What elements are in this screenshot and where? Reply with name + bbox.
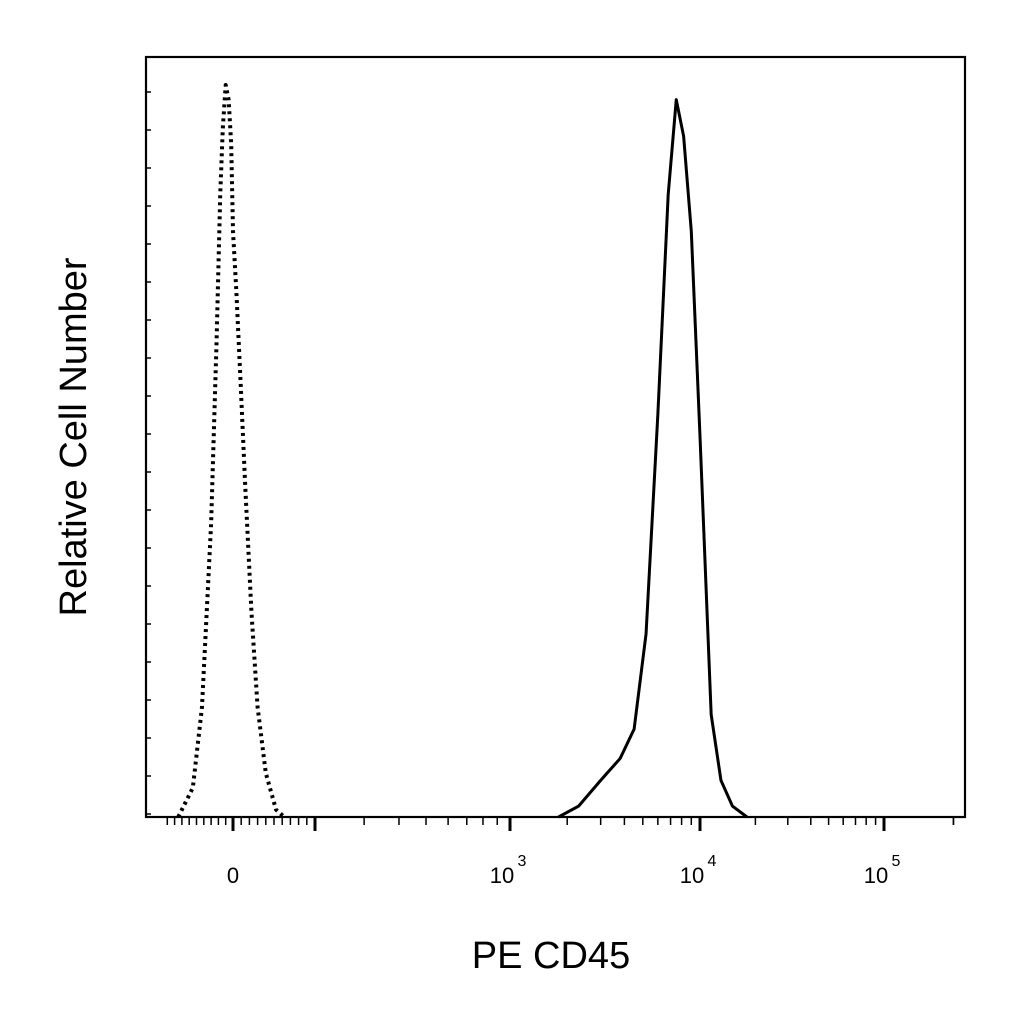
x-tick-label: 104	[680, 853, 717, 888]
x-tick-label-base: 10	[490, 863, 514, 888]
plot-frame	[144, 55, 967, 819]
x-tick-label-exponent: 3	[518, 853, 527, 870]
x-axis-ticks	[166, 817, 955, 831]
x-axis-title: PE CD45	[472, 935, 630, 977]
x-tick-label: 105	[864, 853, 901, 888]
series-layer	[176, 83, 748, 819]
x-tick-label-exponent: 5	[892, 853, 901, 870]
x-tick-label-base: 10	[680, 863, 704, 888]
x-tick-label: 103	[490, 853, 527, 888]
stained-sample-curve	[557, 98, 748, 819]
x-tick-label-base: 10	[864, 863, 888, 888]
x-tick-label: 0	[227, 863, 239, 888]
y-axis-title: Relative Cell Number	[53, 257, 95, 616]
isotype-control-curve	[176, 83, 286, 819]
y-axis-ticks	[146, 91, 151, 815]
x-tick-label-zero: 0	[227, 863, 239, 888]
x-tick-label-exponent: 4	[708, 853, 717, 870]
